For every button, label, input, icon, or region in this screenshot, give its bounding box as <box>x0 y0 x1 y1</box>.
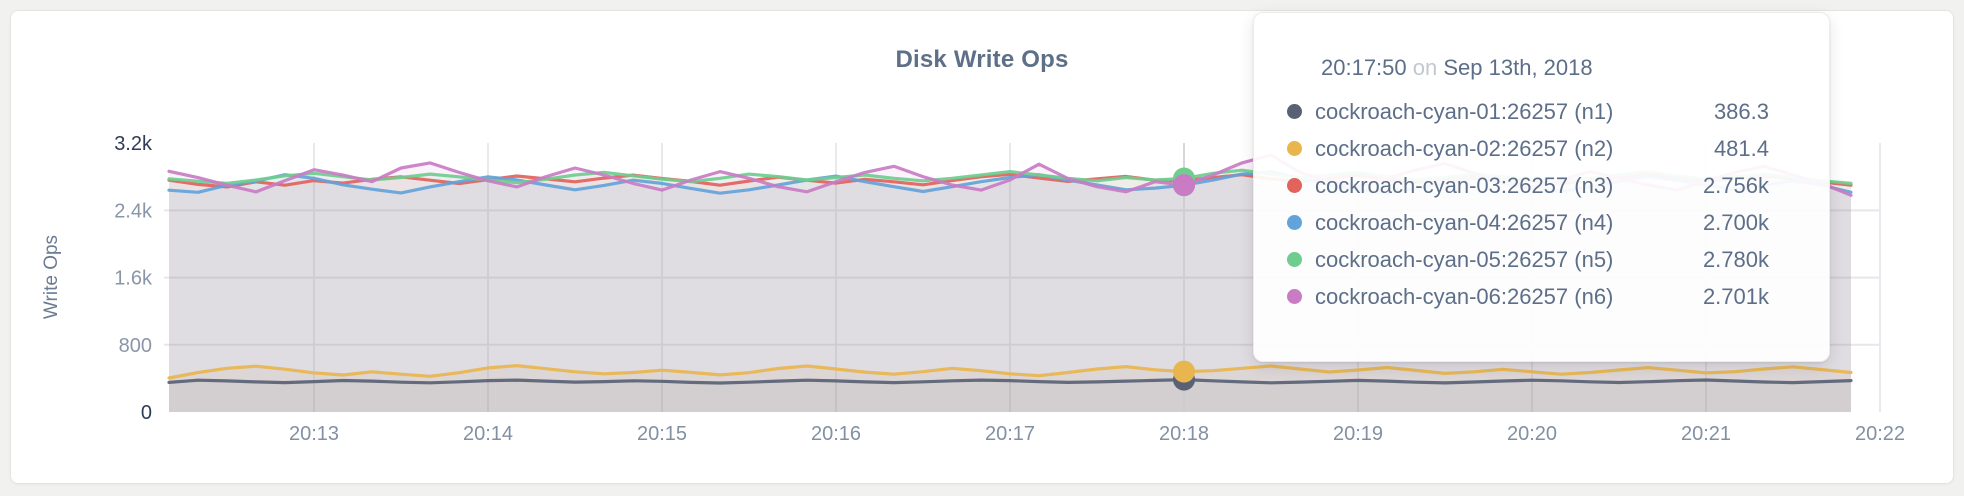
tooltip-series-row: cockroach-cyan-05:26257 (n5) 2.780k <box>1254 241 1769 278</box>
y-axis-title: Write Ops <box>41 235 62 319</box>
tooltip-series-row: cockroach-cyan-02:26257 (n2) 481.4 <box>1254 130 1769 167</box>
series-color-dot-icon <box>1287 215 1302 230</box>
series-line-n2 <box>167 364 1853 380</box>
series-color-dot-icon <box>1287 252 1302 267</box>
tooltip-timestamp: 20:17:50 on Sep 13th, 2018 <box>1254 55 1829 81</box>
tooltip-series-list: cockroach-cyan-01:26257 (n1) 386.3 cockroa… <box>1254 93 1829 315</box>
tooltip-series-value: 2.700k <box>1702 209 1769 235</box>
tooltip-series-name: cockroach-cyan-05:26257 (n5) <box>1315 246 1614 272</box>
x-tick-label: 20:21 <box>1681 423 1731 445</box>
tooltip-series-row: cockroach-cyan-01:26257 (n1) 386.3 <box>1254 93 1769 130</box>
y-tick-label: 3.2k <box>114 133 153 155</box>
y-tick-label: 800 <box>119 335 152 357</box>
chart-title: Disk Write Ops <box>895 46 1069 73</box>
hover-point-n2 <box>1173 360 1195 383</box>
tooltip-time: 20:17:50 <box>1321 55 1407 80</box>
tooltip-series-name: cockroach-cyan-06:26257 (n6) <box>1315 283 1614 309</box>
x-tick-label: 20:15 <box>637 423 687 445</box>
tooltip-series-value: 2.780k <box>1702 246 1769 272</box>
hover-tooltip: 20:17:50 on Sep 13th, 2018 cockroach-cya… <box>1253 12 1830 362</box>
hover-point-n6 <box>1173 174 1195 197</box>
x-tick-label: 20:20 <box>1507 423 1557 445</box>
tooltip-series-value: 2.701k <box>1702 283 1769 309</box>
x-tick-label: 20:17 <box>985 423 1035 445</box>
series-color-dot-icon <box>1287 178 1302 193</box>
tooltip-series-name: cockroach-cyan-04:26257 (n4) <box>1315 209 1614 235</box>
tooltip-series-value: 2.756k <box>1702 172 1769 198</box>
tooltip-series-value: 386.3 <box>1713 98 1769 124</box>
series-color-dot-icon <box>1287 141 1302 156</box>
tooltip-series-name: cockroach-cyan-03:26257 (n3) <box>1315 172 1614 198</box>
series-color-dot-icon <box>1287 289 1302 304</box>
series-line-n1 <box>167 378 1853 385</box>
x-tick-label: 20:14 <box>463 423 513 445</box>
y-tick-label: 0 <box>141 402 152 424</box>
tooltip-date: Sep 13th, 2018 <box>1443 55 1593 80</box>
tooltip-series-row: cockroach-cyan-03:26257 (n3) 2.756k <box>1254 167 1769 204</box>
y-tick-label: 2.4k <box>114 200 153 222</box>
x-tick-label: 20:18 <box>1159 423 1209 445</box>
series-area-n1 <box>169 379 1851 412</box>
series-area-n2 <box>169 365 1851 412</box>
tooltip-series-row: cockroach-cyan-04:26257 (n4) 2.700k <box>1254 204 1769 241</box>
x-tick-label: 20:22 <box>1855 423 1905 445</box>
x-tick-label: 20:19 <box>1333 423 1383 445</box>
tooltip-series-row: cockroach-cyan-06:26257 (n6) 2.701k <box>1254 278 1769 315</box>
series-color-dot-icon <box>1287 104 1302 119</box>
x-tick-label: 20:13 <box>289 423 339 445</box>
tooltip-series-value: 481.4 <box>1713 135 1769 161</box>
tooltip-series-name: cockroach-cyan-02:26257 (n2) <box>1315 135 1614 161</box>
tooltip-series-name: cockroach-cyan-01:26257 (n1) <box>1315 98 1614 124</box>
x-tick-label: 20:16 <box>811 423 861 445</box>
y-tick-label: 1.6k <box>114 268 153 290</box>
tooltip-conjunction: on <box>1412 55 1438 80</box>
